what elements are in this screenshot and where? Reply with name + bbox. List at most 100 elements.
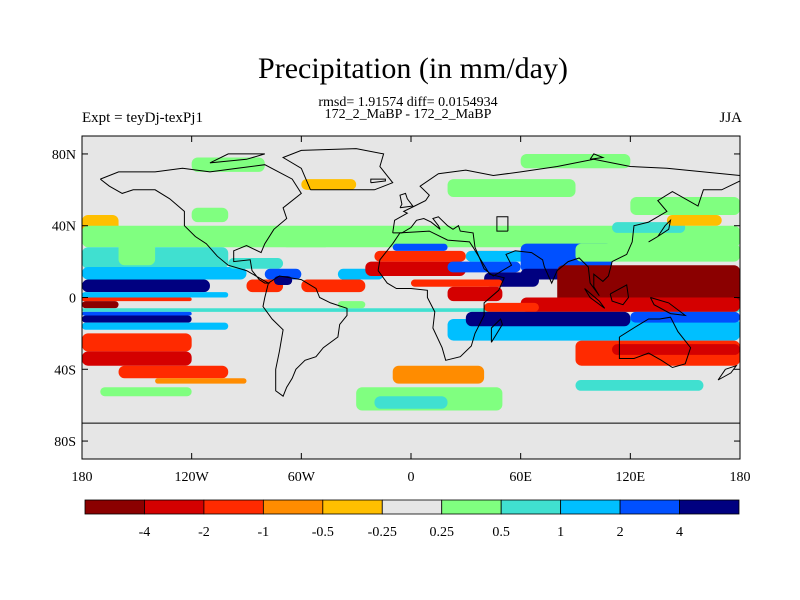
colorbar-swatch — [84, 499, 145, 515]
contour-region — [557, 265, 740, 305]
x-tick-label: 180 — [730, 470, 751, 485]
colorbar-swatch — [381, 499, 443, 515]
contour-region — [392, 232, 503, 244]
contour-region — [301, 179, 357, 190]
contour-region — [374, 396, 448, 409]
contour-region — [630, 311, 740, 323]
colorbar-swatch — [500, 499, 562, 515]
contour-region — [337, 301, 366, 309]
colorbar-label: 4 — [676, 525, 683, 540]
contour-region — [520, 297, 740, 312]
colorbar-label: 0.5 — [492, 525, 510, 540]
contour-region — [118, 365, 229, 379]
contour-region — [191, 207, 229, 223]
contour-region — [612, 344, 740, 355]
x-tick-label: 0 — [408, 470, 415, 485]
colorbar-label: 2 — [617, 525, 624, 540]
contour-region — [575, 380, 704, 391]
coastline — [209, 153, 265, 164]
coastline — [618, 316, 692, 369]
y-tick-label: 0 — [69, 292, 76, 307]
contour-region — [191, 157, 265, 172]
contour-region — [246, 279, 284, 293]
colorbar-swatch — [560, 499, 621, 515]
contour-region — [666, 214, 722, 226]
colorbar-label: -0.25 — [368, 525, 397, 540]
contour-region — [82, 351, 192, 366]
x-tick-label: 180 — [72, 470, 93, 485]
contour-region — [100, 387, 192, 397]
x-tick-label: 60W — [288, 470, 316, 485]
coastline — [262, 275, 348, 397]
y-tick-label: 80S — [54, 435, 76, 450]
contour-region — [82, 266, 247, 280]
contour-region — [155, 378, 247, 384]
coastline — [584, 288, 606, 309]
contour-region — [82, 292, 229, 298]
x-tick-label: 120E — [616, 470, 646, 485]
contour-region — [273, 275, 293, 285]
colorbar: -4 -2 -1 -0.5 -0.25 0.25 0.5 1 2 4 — [84, 499, 740, 540]
colorbar-label: 1 — [557, 525, 564, 540]
coastline — [649, 297, 687, 317]
coastline — [609, 284, 630, 306]
coastline — [490, 318, 503, 343]
contour-region — [575, 243, 740, 262]
contour-region — [392, 365, 485, 384]
colorbar-label: -2 — [198, 525, 210, 540]
contour-region — [447, 286, 503, 302]
coastline — [399, 192, 414, 209]
coastline — [648, 218, 672, 243]
contour-region — [447, 261, 521, 273]
contour-region — [465, 311, 631, 327]
contour-region — [264, 268, 302, 280]
contour-region — [392, 243, 448, 251]
coastline — [496, 216, 509, 232]
y-tick-label: 40N — [52, 220, 76, 235]
colorbar-label: 0.25 — [429, 525, 454, 540]
chart-subtitle: 172_2_MaBP - 172_2_MaBP — [324, 107, 492, 122]
coastline — [589, 153, 605, 160]
contour-region — [374, 250, 466, 262]
contour-fills — [82, 153, 740, 411]
contour-region — [520, 153, 631, 169]
contour-region — [82, 301, 119, 309]
contour-region — [630, 197, 740, 215]
contour-region — [82, 322, 229, 330]
x-tick-label: 60E — [509, 470, 532, 485]
stats-text: rmsd= 1.91574 diff= 0.0154934 — [318, 95, 498, 110]
contour-region — [447, 179, 576, 198]
axis-ticks: 180 120W 60W 0 60E 120E 180 80N 40N 0 40S 80S — [52, 136, 751, 485]
colorbar-label: -4 — [139, 525, 151, 540]
y-tick-label: 80N — [52, 148, 76, 163]
contour-region — [82, 279, 210, 293]
coastline — [377, 230, 505, 361]
chart-title: Precipitation (in mm/day) — [258, 52, 568, 85]
coastline — [281, 148, 394, 191]
contour-region — [283, 240, 329, 248]
contour-region — [301, 279, 366, 293]
coastlines — [82, 148, 740, 424]
contour-region — [82, 311, 192, 316]
season-label: JJA — [719, 110, 742, 126]
colorbar-swatch — [262, 499, 324, 515]
contour-region — [411, 279, 503, 287]
coastline — [370, 178, 386, 184]
colorbar-swatch — [679, 499, 740, 515]
colorbar-swatch — [144, 499, 205, 515]
contour-region — [365, 261, 466, 276]
coastline — [99, 164, 302, 284]
colorbar-swatch — [619, 499, 680, 515]
coastline — [392, 158, 740, 296]
colorbar-swatch — [322, 499, 383, 515]
contour-region — [82, 333, 192, 352]
coastline — [717, 364, 738, 381]
contour-region — [82, 297, 192, 302]
contour-region — [82, 315, 192, 323]
colorbar-label: -0.5 — [312, 525, 334, 540]
plot-area — [82, 136, 740, 459]
contour-region — [118, 240, 156, 266]
experiment-label: Expt = teyDj-texPj1 — [82, 110, 203, 126]
colorbar-label: -1 — [258, 525, 270, 540]
contour-region — [484, 302, 539, 312]
